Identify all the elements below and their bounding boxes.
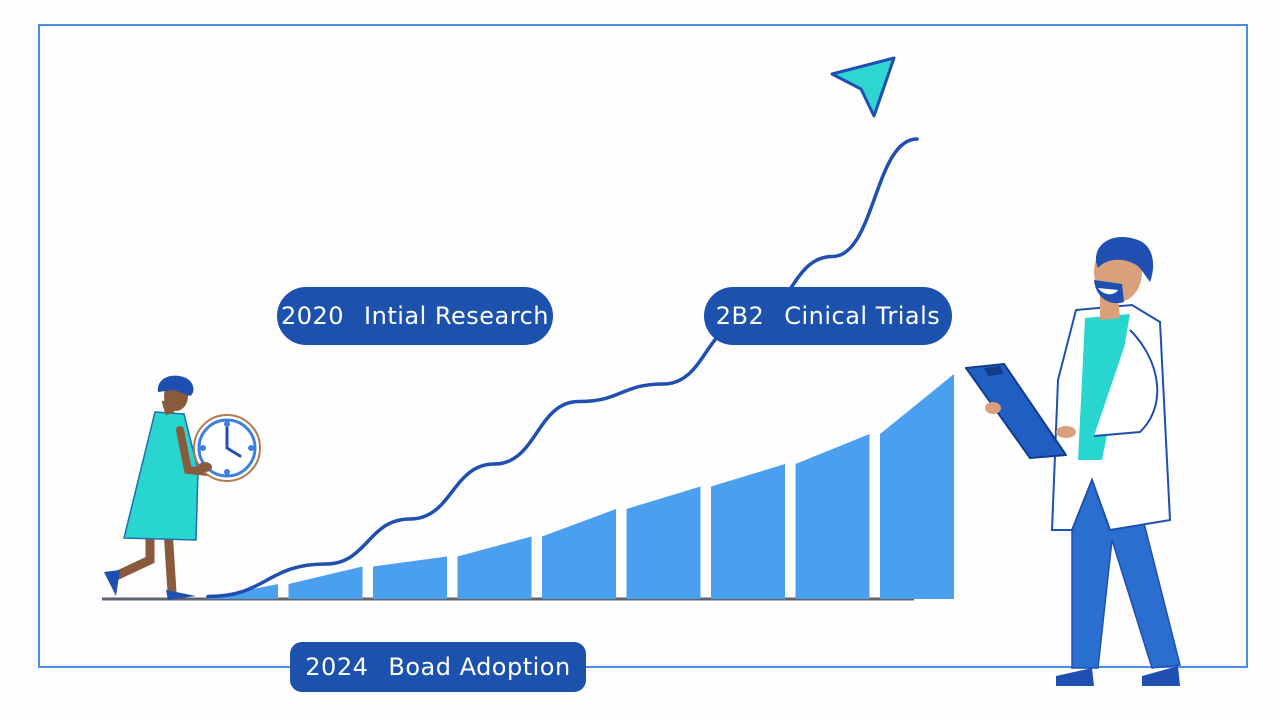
- doctor-shoe-right: [1142, 666, 1180, 686]
- milestone-label: Intial Research: [364, 302, 550, 330]
- woman-hair: [157, 375, 194, 396]
- milestone-label: Cinical Trials: [784, 302, 941, 330]
- bar: [880, 374, 954, 599]
- woman-shoe-back: [104, 570, 120, 596]
- bar: [373, 556, 447, 599]
- bar: [457, 536, 532, 599]
- woman-leg-back: [113, 525, 155, 580]
- woman-shoe-front: [166, 590, 196, 600]
- bar: [288, 566, 363, 599]
- trend-arrowhead-icon: [830, 56, 896, 118]
- bar: [542, 509, 616, 599]
- milestone-year: 2024: [305, 653, 369, 681]
- bar: [626, 486, 701, 599]
- bar: [795, 434, 870, 599]
- milestone-year: 2B2: [715, 302, 765, 330]
- doctor-figure: [965, 236, 1181, 686]
- milestone-pill-broad-adoption: 2024 Boad Adoption: [290, 642, 586, 692]
- clipboard-icon: [965, 363, 1067, 459]
- doctor-hair: [1095, 236, 1154, 282]
- milestone-pill-clinical-trials: 2B2 Cinical Trials: [704, 287, 952, 345]
- doctor-smile: [1098, 288, 1118, 295]
- milestone-pill-initial-research: 2020 Intial Research: [277, 287, 553, 345]
- milestone-label: Boad Adoption: [388, 653, 571, 681]
- milestone-year: 2020: [280, 302, 345, 330]
- doctor-hand-right: [1056, 426, 1076, 438]
- trend-line: [206, 137, 919, 599]
- bar-group: [204, 374, 954, 599]
- woman-dress: [123, 411, 199, 541]
- doctor-shoe-left: [1056, 668, 1094, 686]
- frame-border: [38, 24, 1248, 668]
- woman-figure: [104, 375, 261, 600]
- doctor-arm: [1093, 329, 1159, 437]
- bar: [711, 464, 785, 599]
- woman-leg-front: [163, 525, 177, 597]
- woman-arm: [176, 426, 212, 476]
- doctor-shirt: [1078, 314, 1130, 460]
- woman-hand: [198, 462, 212, 472]
- doctor-hand-left: [985, 402, 1001, 414]
